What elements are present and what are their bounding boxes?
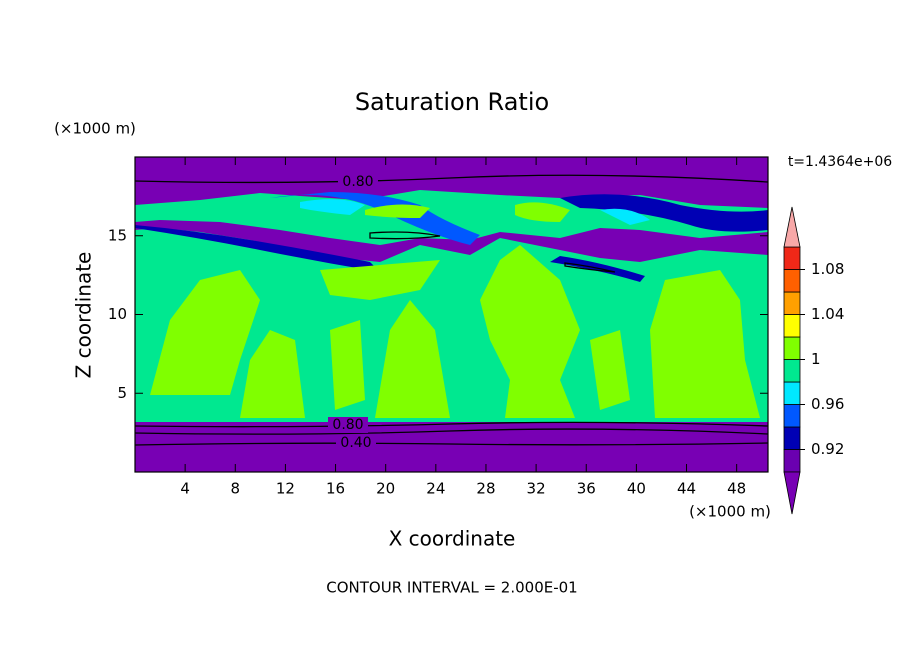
- contour-label-bg: [328, 417, 368, 433]
- colorbar-band: [783, 246, 801, 270]
- colorbar-under: [783, 471, 801, 515]
- field-region: [240, 330, 305, 418]
- colorbar-band: [783, 381, 801, 405]
- contour-label-bg: [338, 174, 378, 190]
- x-tick-label: 32: [527, 480, 546, 498]
- field-region: [600, 208, 650, 225]
- y-tick-label: 10: [108, 305, 127, 323]
- y-tick-label: 15: [108, 226, 127, 244]
- colorbar-band: [783, 291, 801, 315]
- colorbar-band: [783, 336, 801, 360]
- contour-label-bg: [336, 435, 376, 451]
- field-region: [375, 300, 450, 418]
- field-region: [135, 225, 380, 272]
- contour-line: [369, 231, 441, 240]
- contour-line: [135, 442, 768, 446]
- x-tick-label: 36: [577, 480, 596, 498]
- field-region: [150, 270, 260, 395]
- x-axis-label: X coordinate: [389, 527, 516, 551]
- colorbar-tick-label: 1.04: [811, 305, 844, 323]
- x-tick-label: 4: [180, 480, 190, 498]
- colorbar-tick-label: 0.92: [811, 440, 844, 458]
- time-label: t=1.4364e+06: [788, 154, 892, 170]
- field-region: [590, 330, 630, 410]
- contour-line: [135, 174, 768, 184]
- field-region: [300, 199, 365, 215]
- colorbar-band: [783, 449, 801, 473]
- field-region: [515, 202, 570, 222]
- contour-label: 0.80: [332, 417, 363, 433]
- y-axis-label: Z coordinate: [72, 252, 96, 379]
- field-region: [330, 320, 365, 410]
- field-region: [560, 194, 768, 232]
- x-tick-label: 20: [376, 480, 395, 498]
- contour-field: [135, 157, 768, 472]
- x-tick-label: 24: [426, 480, 445, 498]
- contour-label: 0.80: [342, 174, 373, 190]
- contour-line: [135, 428, 768, 435]
- x-tick-label: 28: [476, 480, 495, 498]
- field-region: [650, 270, 760, 418]
- colorbar-band: [783, 426, 801, 450]
- colorbar-band: [783, 404, 801, 428]
- x-unit: (×1000 m): [689, 503, 771, 521]
- contour-line: [135, 421, 768, 428]
- footer: CONTOUR INTERVAL = 2.000E-01: [326, 579, 577, 597]
- y-tick-label: 5: [117, 384, 127, 402]
- field-region: [550, 256, 645, 282]
- chart-title: Saturation Ratio: [355, 88, 549, 116]
- colorbar-tick-label: 0.96: [811, 395, 844, 413]
- colorbar-over: [783, 206, 801, 248]
- y-unit: (×1000 m): [54, 120, 136, 138]
- field-region: [365, 204, 430, 218]
- field-region: [270, 192, 480, 245]
- field-region: [480, 245, 580, 418]
- x-tick-label: 40: [627, 480, 646, 498]
- x-tick-label: 16: [326, 480, 345, 498]
- contour-line: [564, 262, 616, 273]
- x-tick-label: 44: [677, 480, 696, 498]
- x-tick-label: 48: [727, 480, 746, 498]
- colorbar-tick-label: 1.08: [811, 260, 844, 278]
- x-tick-label: 12: [276, 480, 295, 498]
- colorbar-band: [783, 269, 801, 293]
- contour-label: 0.40: [340, 435, 371, 451]
- colorbar-band: [783, 314, 801, 338]
- field-region: [320, 260, 440, 300]
- x-tick-label: 8: [231, 480, 241, 498]
- colorbar-tick-label: 1: [811, 350, 821, 368]
- colorbar-band: [783, 359, 801, 383]
